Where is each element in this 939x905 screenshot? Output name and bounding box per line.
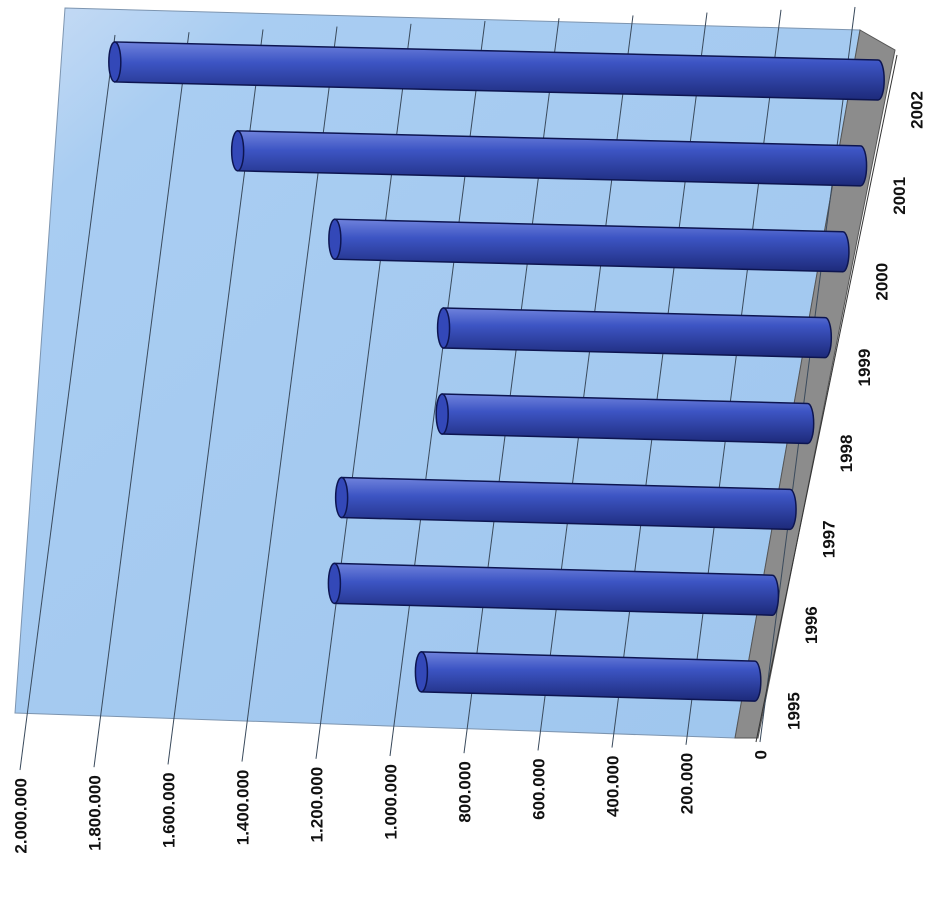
value-gridline <box>19 34 116 771</box>
category-tick-label: 1997 <box>820 520 839 558</box>
value-tick-label: 400.000 <box>603 756 622 817</box>
bar <box>414 651 762 702</box>
bar <box>328 218 850 273</box>
bar <box>108 41 885 101</box>
value-gridline <box>759 6 856 743</box>
bar <box>436 307 833 359</box>
chart-back-wall <box>14 7 861 739</box>
value-tick-label: 1.200.000 <box>307 767 326 843</box>
bar-end-cap <box>436 307 451 349</box>
bar-end-cap <box>230 130 245 172</box>
value-tick-label: 200.000 <box>677 753 696 814</box>
category-tick-label: 1995 <box>784 692 803 730</box>
bar-body <box>420 651 762 702</box>
bar-body <box>334 218 850 273</box>
bar-body <box>114 41 885 101</box>
bar <box>327 562 780 616</box>
category-tick-label: 1996 <box>802 606 821 644</box>
value-gridline <box>537 15 634 751</box>
category-axis <box>755 54 898 743</box>
value-tick-label: 1.000.000 <box>381 764 400 840</box>
bar-body <box>441 393 815 445</box>
bar <box>435 393 815 445</box>
category-tick-label: 1998 <box>837 435 856 473</box>
bar-end-cap <box>414 651 429 693</box>
value-gridline <box>685 9 782 745</box>
value-tick-label: 800.000 <box>455 761 474 822</box>
value-tick-label: 600.000 <box>529 758 548 819</box>
value-tick-label: 0 <box>751 750 770 759</box>
value-tick-label: 1.600.000 <box>159 772 178 848</box>
value-gridline <box>93 32 190 768</box>
value-tick-label: 1.400.000 <box>233 770 252 846</box>
category-tick-label: 2001 <box>890 177 909 215</box>
value-tick-label: 2.000.000 <box>11 778 30 854</box>
category-tick-label: 2002 <box>908 91 927 129</box>
bar-end-cap <box>327 562 342 605</box>
bar-body <box>236 130 868 187</box>
value-gridline <box>611 12 708 748</box>
bar-body <box>340 476 797 531</box>
bar-body <box>333 562 780 616</box>
bar-end-cap <box>334 476 349 519</box>
category-tick-label: 1999 <box>855 349 874 387</box>
bar-end-cap <box>328 218 342 260</box>
bar-end-cap <box>108 41 122 83</box>
category-tick-label: 2000 <box>872 263 891 301</box>
bar <box>334 476 797 531</box>
bar-body <box>442 307 833 359</box>
value-tick-label: 1.800.000 <box>85 775 104 851</box>
bar-end-cap <box>435 393 449 435</box>
bar <box>230 130 868 187</box>
